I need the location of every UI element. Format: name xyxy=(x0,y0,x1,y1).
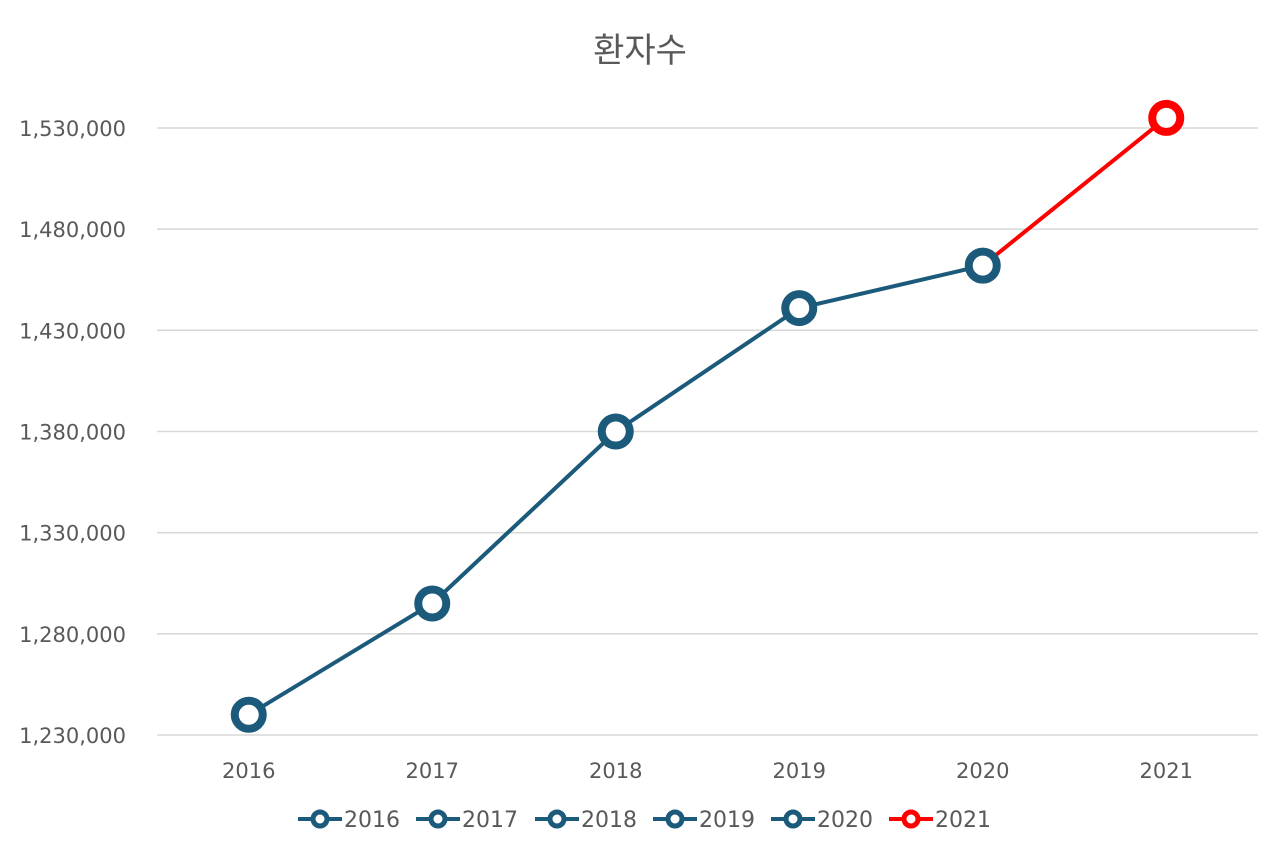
legend-marker xyxy=(665,809,685,829)
data-point-marker xyxy=(597,413,634,450)
x-tick-label: 2016 xyxy=(222,759,275,783)
x-tick-label: 2017 xyxy=(406,759,459,783)
data-point-marker xyxy=(781,290,818,327)
legend-marker xyxy=(310,809,330,829)
legend-label: 2020 xyxy=(817,808,873,833)
x-tick-label: 2019 xyxy=(773,759,826,783)
y-axis: 1,230,000 1,280,000 1,330,000 1,380,000 1,43… xyxy=(19,117,126,748)
gridlines xyxy=(157,127,1258,736)
y-tick-label: 1,230,000 xyxy=(19,724,126,748)
series xyxy=(230,99,1185,733)
legend-marker xyxy=(547,809,567,829)
legend-marker xyxy=(901,809,921,829)
x-tick-label: 2021 xyxy=(1140,759,1193,783)
chart-title: 환자수 xyxy=(593,31,687,71)
data-point-marker xyxy=(964,247,1001,284)
x-tick-label: 2018 xyxy=(589,759,642,783)
legend-label: 2019 xyxy=(699,808,755,833)
legend-label: 2021 xyxy=(935,808,991,833)
legend-label: 2017 xyxy=(462,808,518,833)
legend-marker xyxy=(428,809,448,829)
data-point-marker xyxy=(414,585,451,622)
legend-label: 2018 xyxy=(581,808,637,833)
legend-marker xyxy=(783,809,803,829)
data-point-marker xyxy=(1148,99,1185,136)
y-tick-label: 1,480,000 xyxy=(19,218,126,242)
y-tick-label: 1,380,000 xyxy=(19,421,126,445)
series-line-segment xyxy=(613,306,802,434)
series-line-segment xyxy=(246,601,435,717)
y-tick-label: 1,330,000 xyxy=(19,522,126,546)
x-axis: 2016 2017 2018 2019 2020 2021 xyxy=(222,759,1193,783)
series-line-segment xyxy=(797,263,985,311)
series-line-segment xyxy=(430,429,618,606)
x-tick-label: 2020 xyxy=(956,759,1009,783)
series-line-segment xyxy=(980,115,1169,268)
y-tick-label: 1,280,000 xyxy=(19,623,126,647)
y-tick-label: 1,430,000 xyxy=(19,319,126,343)
legend-label: 2016 xyxy=(344,808,400,833)
legend: 2016 2017 2018 2019 2020 2021 xyxy=(298,808,991,833)
y-tick-label: 1,530,000 xyxy=(19,117,126,141)
data-point-marker xyxy=(230,696,267,733)
